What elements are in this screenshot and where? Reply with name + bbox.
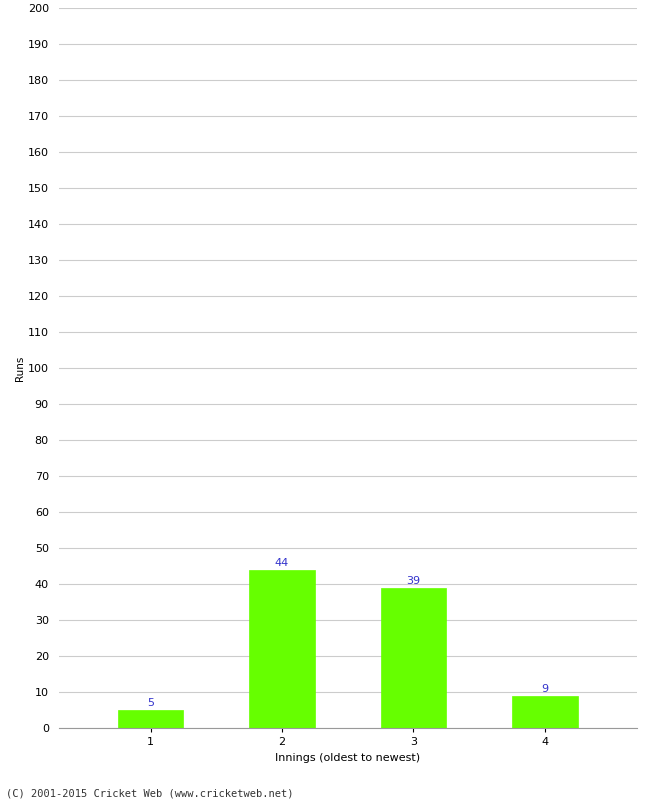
Bar xyxy=(249,570,315,728)
Y-axis label: Runs: Runs xyxy=(15,355,25,381)
Bar xyxy=(381,587,447,728)
X-axis label: Innings (oldest to newest): Innings (oldest to newest) xyxy=(275,753,421,762)
Text: 44: 44 xyxy=(275,558,289,568)
Bar xyxy=(118,710,183,728)
Bar xyxy=(512,696,578,728)
Text: (C) 2001-2015 Cricket Web (www.cricketweb.net): (C) 2001-2015 Cricket Web (www.cricketwe… xyxy=(6,789,294,798)
Text: 5: 5 xyxy=(147,698,154,708)
Text: 39: 39 xyxy=(406,576,421,586)
Text: 9: 9 xyxy=(541,684,549,694)
